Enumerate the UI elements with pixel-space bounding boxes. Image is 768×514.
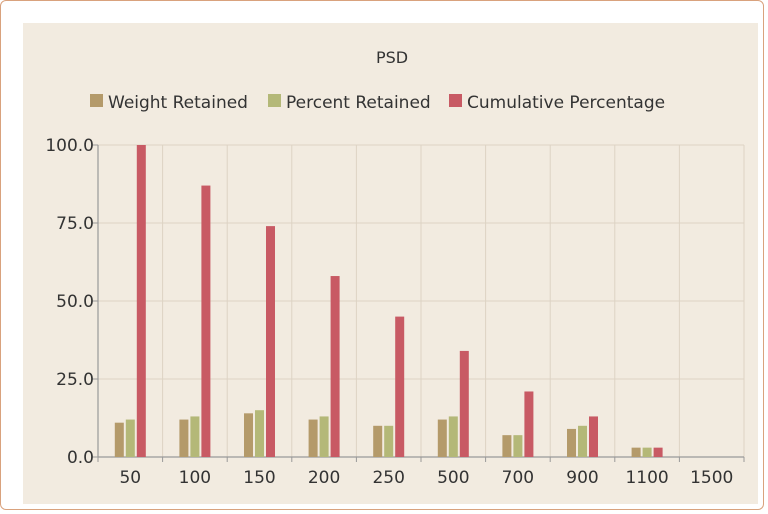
- x-tick-label-5: 500: [437, 468, 469, 488]
- bar-1-1: [190, 416, 200, 457]
- legend-swatch-0: [90, 94, 103, 107]
- y-tick-label-2: 50.0: [56, 292, 94, 312]
- x-tick-label-7: 900: [566, 468, 598, 488]
- x-tick-label-1: 100: [179, 468, 211, 488]
- bar-0-6: [502, 435, 512, 457]
- bar-0-0: [114, 422, 124, 457]
- bar-2-1: [201, 185, 211, 457]
- bar-2-7: [589, 416, 598, 457]
- bar-0-7: [567, 428, 576, 457]
- x-tick-label-9: 1500: [690, 468, 733, 488]
- x-tick-label-0: 50: [119, 468, 141, 488]
- bar-1-0: [125, 419, 135, 457]
- chart-axes: [92, 144, 745, 462]
- bar-0-2: [244, 413, 253, 457]
- legend-swatch-2: [449, 94, 462, 107]
- bar-2-3: [330, 276, 340, 457]
- bar-1-6: [513, 435, 523, 457]
- chart-tick-labels: 100.0 75.0 50.0 25.0 0.0 50 100 150 200 250 500 700…: [45, 136, 733, 488]
- y-tick-label-3: 25.0: [56, 370, 94, 390]
- x-tick-label-3: 200: [308, 468, 340, 488]
- y-tick-label-0: 100.0: [45, 136, 94, 156]
- bar-0-8: [631, 447, 641, 457]
- legend-swatch-1: [268, 94, 281, 107]
- bar-0-1: [179, 419, 189, 457]
- bar-1-2: [255, 410, 264, 457]
- bar-0-4: [373, 425, 383, 457]
- bar-2-2: [266, 226, 275, 457]
- chart-bars: [114, 145, 663, 457]
- bar-0-3: [308, 419, 318, 457]
- bar-2-6: [524, 391, 534, 457]
- bar-2-5: [459, 350, 469, 457]
- bar-2-8: [653, 447, 663, 457]
- x-tick-label-8: 1100: [625, 468, 668, 488]
- bar-2-0: [136, 145, 146, 457]
- y-tick-label-1: 75.0: [56, 214, 94, 234]
- bar-1-4: [384, 425, 394, 457]
- x-tick-label-2: 150: [243, 468, 275, 488]
- legend-label-0: Weight Retained: [108, 93, 248, 113]
- bar-1-3: [319, 416, 329, 457]
- x-tick-label-4: 250: [372, 468, 404, 488]
- bar-1-8: [642, 447, 652, 457]
- x-tick-label-6: 700: [502, 468, 534, 488]
- chart-title: PSD: [376, 48, 408, 67]
- legend-label-2: Cumulative Percentage: [467, 93, 665, 113]
- legend-label-1: Percent Retained: [286, 93, 431, 113]
- y-tick-label-4: 0.0: [67, 448, 94, 468]
- chart-grid: [98, 144, 745, 457]
- bar-0-5: [437, 419, 447, 457]
- bar-1-7: [578, 425, 587, 457]
- chart-legend: Weight Retained Percent Retained Cumulativ…: [90, 93, 665, 113]
- bar-2-4: [395, 316, 405, 457]
- bar-1-5: [448, 416, 458, 457]
